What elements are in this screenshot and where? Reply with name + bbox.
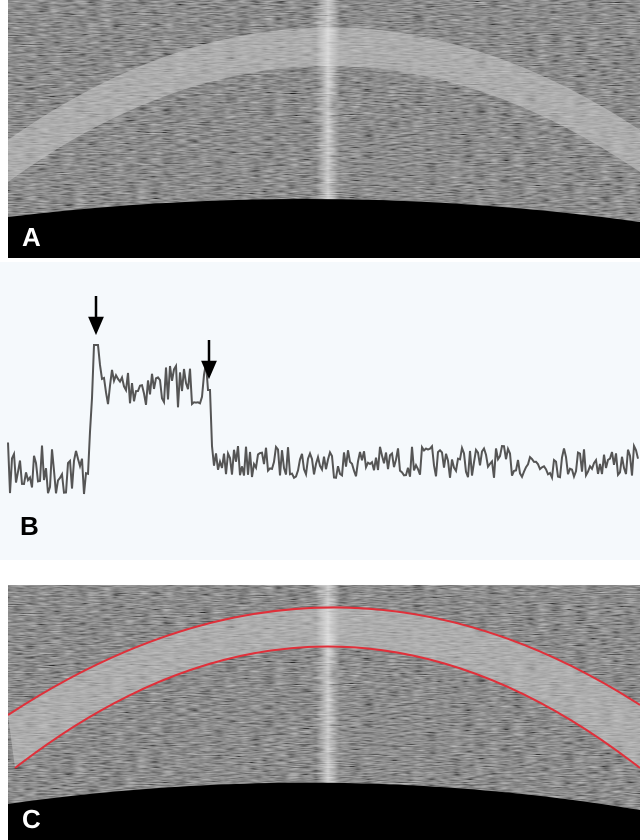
panel-label: A bbox=[22, 222, 41, 252]
edge bbox=[0, 585, 8, 840]
page: A B C (() => { const data = JSON.parse(d… bbox=[0, 0, 640, 840]
edge bbox=[0, 0, 8, 258]
panel-c: C bbox=[0, 585, 640, 840]
figure: A B C bbox=[0, 0, 640, 840]
reflex-line bbox=[316, 0, 340, 200]
panel-label: B bbox=[20, 511, 39, 541]
panel-label: C bbox=[22, 804, 41, 834]
panel-b: B bbox=[0, 262, 640, 560]
panel-a: A bbox=[0, 0, 640, 258]
reflex-line bbox=[316, 585, 340, 785]
